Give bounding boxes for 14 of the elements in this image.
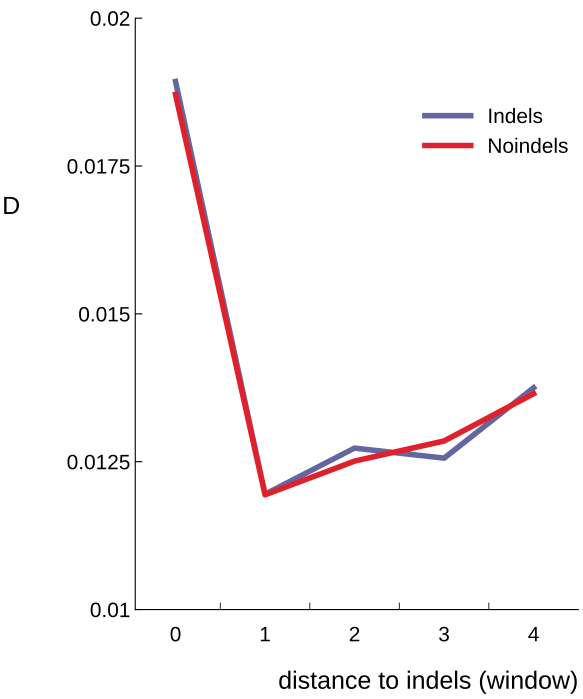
y-tick-label: 0.0175 (67, 159, 130, 174)
x-tick-label: 0 (170, 626, 181, 642)
x-tick-label: 2 (350, 626, 360, 642)
y-axis-title: D (4, 196, 20, 214)
y-tick-label: 0.02 (90, 11, 130, 26)
y-tick-label: 0.0125 (67, 454, 130, 470)
y-tick-label: 0.01 (90, 602, 130, 618)
y-tick-label: 0.015 (79, 306, 130, 322)
x-tick-label: 3 (439, 626, 449, 642)
x-tick-label: 1 (260, 626, 270, 642)
x-axis-title: distance to indels (window) (279, 670, 577, 694)
legend-label: Noindels (489, 138, 568, 154)
x-tick-label: 4 (528, 626, 539, 642)
legend-label: Indels (489, 108, 542, 124)
